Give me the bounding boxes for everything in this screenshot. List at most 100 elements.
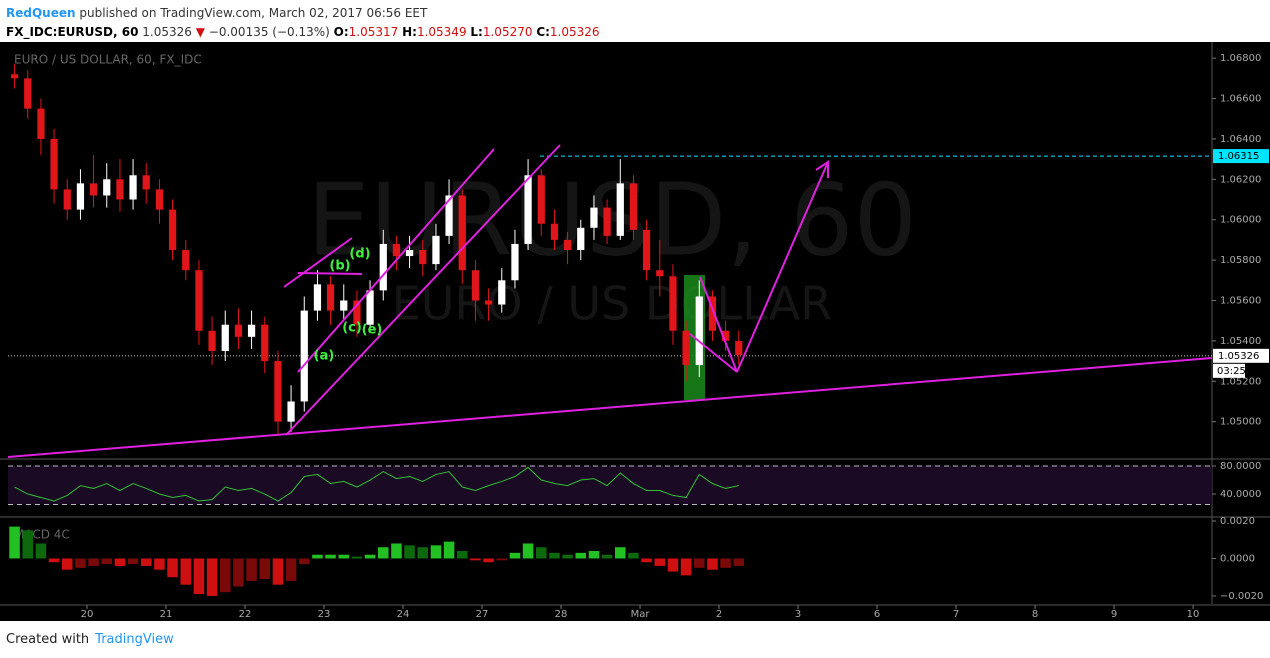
macd-bar: [733, 558, 745, 566]
y-tick-label: 1.05400: [1220, 336, 1261, 347]
candle-body: [432, 235, 440, 265]
published: published on TradingView.com, March 02, …: [79, 6, 428, 20]
y-tick-label: 0.0000: [1220, 553, 1255, 564]
candle-body: [656, 270, 664, 277]
x-tick-label: 8: [1032, 609, 1038, 620]
trendline: [297, 148, 495, 373]
candle-body: [247, 324, 256, 337]
candle-body: [274, 361, 282, 422]
open: 1.05317: [348, 25, 399, 39]
wave-label: (e): [362, 323, 383, 338]
arrow-head: [815, 160, 829, 178]
macd-bar: [219, 558, 231, 593]
x-tick-label: 2: [716, 609, 722, 620]
macd-bar: [707, 558, 718, 570]
author[interactable]: RedQueen: [6, 6, 76, 20]
macd-bar: [667, 558, 679, 572]
macd-bar: [417, 547, 429, 559]
candle-body: [458, 195, 466, 271]
last-price-tag: [1213, 348, 1269, 363]
trendline: [699, 276, 738, 373]
change: −0.00135 (−0.13%): [208, 25, 330, 39]
macd-bar: [285, 558, 297, 581]
macd-bar: [694, 558, 705, 568]
candle-body: [537, 175, 545, 224]
macd-bar: [338, 554, 350, 559]
high: 1.05349: [416, 25, 467, 39]
macd-bar: [9, 526, 20, 559]
macd-bar: [430, 545, 442, 559]
wave-label: (a): [314, 349, 335, 364]
close: 1.05326: [549, 25, 600, 39]
macd-bar: [154, 558, 165, 570]
macd-bar: [536, 547, 547, 559]
candle-body: [392, 243, 401, 257]
candle-body: [405, 250, 414, 257]
macd-bar: [167, 558, 178, 578]
symbol: FX_IDC:EURUSD, 60: [6, 25, 139, 39]
c-label: C:: [536, 25, 550, 39]
x-tick-label: 9: [1111, 609, 1117, 620]
candle-body: [642, 229, 651, 271]
candle-body: [708, 296, 717, 331]
x-tick-label: Mar: [631, 609, 651, 620]
candle-body: [313, 284, 322, 311]
macd-bar: [259, 558, 271, 580]
candle-body: [300, 310, 308, 402]
trendline: [7, 357, 1213, 458]
macd-bar: [298, 558, 310, 565]
y-tick-label: 1.05600: [1220, 295, 1261, 306]
candle-body: [142, 175, 150, 190]
macd-bar: [364, 554, 376, 559]
wave-label: (d): [349, 247, 370, 262]
macd-bar: [641, 558, 652, 563]
watermark: EURUSD, 60: [307, 161, 917, 278]
macd-bar: [615, 547, 626, 559]
brand[interactable]: TradingView: [95, 632, 174, 647]
countdown: 03:25: [1217, 366, 1246, 377]
candle-body: [511, 243, 519, 281]
macd-bar: [88, 558, 99, 566]
y-tick-label: 0.0020: [1220, 516, 1255, 527]
wave-label: (b): [329, 259, 350, 274]
candle-body: [682, 330, 690, 366]
macd-bar: [246, 558, 257, 581]
macd-bar: [654, 558, 666, 566]
candle-body: [340, 300, 348, 311]
macd-bar: [601, 554, 613, 559]
level-label: 1.06315: [1218, 151, 1259, 162]
macd-bar: [549, 552, 560, 559]
macd-bar: [233, 558, 244, 587]
pane-title: MACD 4C: [14, 528, 70, 542]
candle-body: [603, 207, 611, 236]
macd-bar: [61, 558, 73, 570]
candle-body: [721, 330, 730, 341]
y-tick-label: −0.0020: [1220, 591, 1263, 602]
macd-bar: [404, 545, 415, 559]
footer: Created with TradingView: [6, 632, 174, 647]
h-label: H:: [402, 25, 417, 39]
macd-bar: [114, 558, 126, 566]
x-tick-label: 27: [476, 609, 489, 620]
wave-label: (c): [342, 321, 362, 336]
macd-bar: [193, 558, 205, 595]
rsi-line: [14, 466, 739, 502]
candle-body: [445, 195, 453, 236]
macd-bar: [588, 550, 600, 559]
macd-bar: [522, 543, 534, 559]
trendline: [285, 144, 561, 436]
created: Created with: [6, 632, 90, 647]
x-tick-label: 28: [555, 609, 568, 620]
countdown-tag: [1213, 363, 1245, 378]
candle-body: [37, 108, 45, 139]
l-label: L:: [470, 25, 483, 39]
trendline: [689, 333, 738, 373]
candle-body: [234, 324, 243, 337]
macd-bar: [575, 552, 587, 559]
candle-body: [471, 270, 480, 301]
candle-body: [669, 276, 677, 331]
level-tag: [1213, 149, 1269, 164]
candle-body: [76, 183, 85, 210]
candle-body: [524, 175, 532, 244]
